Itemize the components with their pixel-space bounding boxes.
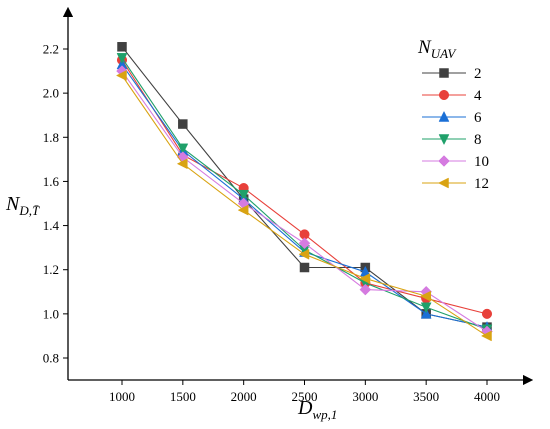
x-tick-label: 1500	[170, 389, 196, 404]
data-point	[299, 262, 310, 273]
y-axis-label: ND,T̄	[5, 193, 40, 218]
data-point	[298, 237, 311, 250]
data-point	[176, 158, 188, 170]
data-point	[480, 330, 492, 342]
series-2	[117, 42, 492, 332]
data-point	[420, 290, 431, 302]
legend-label: 2	[474, 66, 482, 82]
data-point	[177, 143, 189, 155]
data-point	[359, 273, 371, 284]
series-6	[116, 58, 493, 332]
data-point	[237, 204, 249, 216]
legend-item: 6	[422, 110, 482, 126]
data-point	[481, 308, 493, 319]
legend-marker	[438, 110, 450, 122]
series-10	[116, 65, 493, 338]
legend-item: 2	[422, 66, 482, 82]
series-8	[116, 53, 493, 336]
series-line	[121, 46, 488, 328]
y-tick-label: 1.6	[43, 174, 60, 189]
data-point	[420, 302, 432, 314]
data-point	[359, 283, 372, 296]
legend-label: 12	[474, 176, 489, 192]
y-tick-label: 1.0	[43, 306, 59, 321]
y-tick-label: 2.0	[43, 86, 59, 101]
series-12	[115, 70, 492, 342]
legend-label: 10	[474, 154, 489, 170]
legend-marker	[439, 68, 449, 78]
y-tick-label: 1.2	[43, 262, 59, 277]
series-line	[121, 70, 488, 332]
legend-label: 4	[474, 88, 482, 104]
data-point	[178, 119, 188, 129]
data-point	[117, 42, 127, 52]
axes: 1000 1500 2000 2500 3000 3500 4000 0.8 1.0 1.2 1.4…	[5, 6, 534, 422]
legend-title: NUAV	[417, 37, 457, 61]
data-point	[420, 307, 432, 319]
legend-marker	[438, 155, 450, 167]
series-line	[121, 59, 488, 315]
x-tick-label: 2000	[231, 389, 257, 404]
series-layer	[115, 42, 493, 342]
legend-label: 6	[474, 110, 482, 126]
legend-item: 12	[422, 176, 489, 192]
x-tick-label: 4000	[474, 389, 500, 404]
legend-item: 4	[422, 88, 482, 104]
legend-item: 8	[422, 132, 482, 148]
legend-label: 8	[474, 132, 482, 148]
x-tick-label: 1000	[109, 389, 135, 404]
series-line	[121, 64, 488, 328]
y-tick-label: 1.8	[43, 130, 59, 145]
legend-marker	[437, 177, 449, 189]
data-point	[238, 189, 250, 201]
x-tick-label: 3000	[352, 389, 378, 404]
y-tick-label: 0.8	[43, 351, 59, 366]
series-line	[121, 57, 488, 330]
x-tick-label: 2500	[292, 389, 318, 404]
legend-item: 10	[422, 154, 489, 170]
legend: NUAV 2 4 6 8 10 12	[417, 37, 489, 192]
data-point	[115, 70, 127, 81]
legend-marker	[438, 134, 450, 146]
series-line	[121, 75, 488, 337]
data-point	[298, 248, 310, 260]
x-axis-label: Dwp,1	[297, 397, 337, 422]
data-point	[116, 53, 128, 64]
x-tick-label: 3500	[413, 389, 439, 404]
legend-marker	[438, 89, 450, 101]
y-tick-label: 1.4	[43, 218, 60, 233]
y-tick-label: 2.2	[43, 42, 59, 57]
